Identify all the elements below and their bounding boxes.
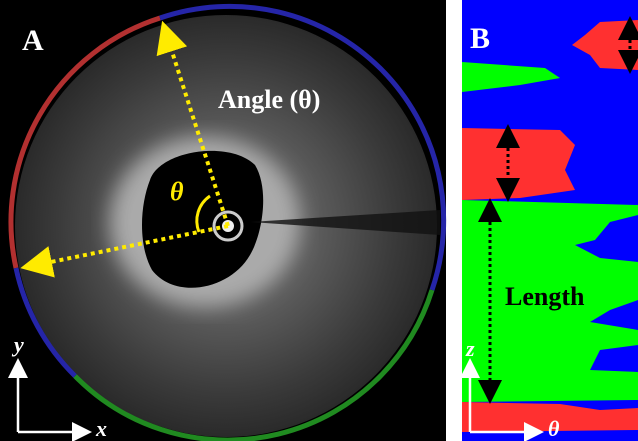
annotation: Angle (θ) (218, 85, 320, 114)
axis-label: x (95, 416, 107, 441)
panel-label: A (22, 24, 44, 57)
panel-a: A Angle (θ) θ y x (0, 0, 446, 441)
panel-b: B Length z θ (462, 0, 638, 441)
panel-label: B (470, 22, 490, 55)
region-red (462, 128, 575, 200)
annotation: Length (505, 282, 585, 311)
figure: A Angle (θ) θ y x B Length z θ (0, 0, 638, 441)
axis-label: θ (548, 416, 560, 441)
axis-label: z (465, 336, 475, 361)
angle-symbol: θ (170, 177, 184, 206)
